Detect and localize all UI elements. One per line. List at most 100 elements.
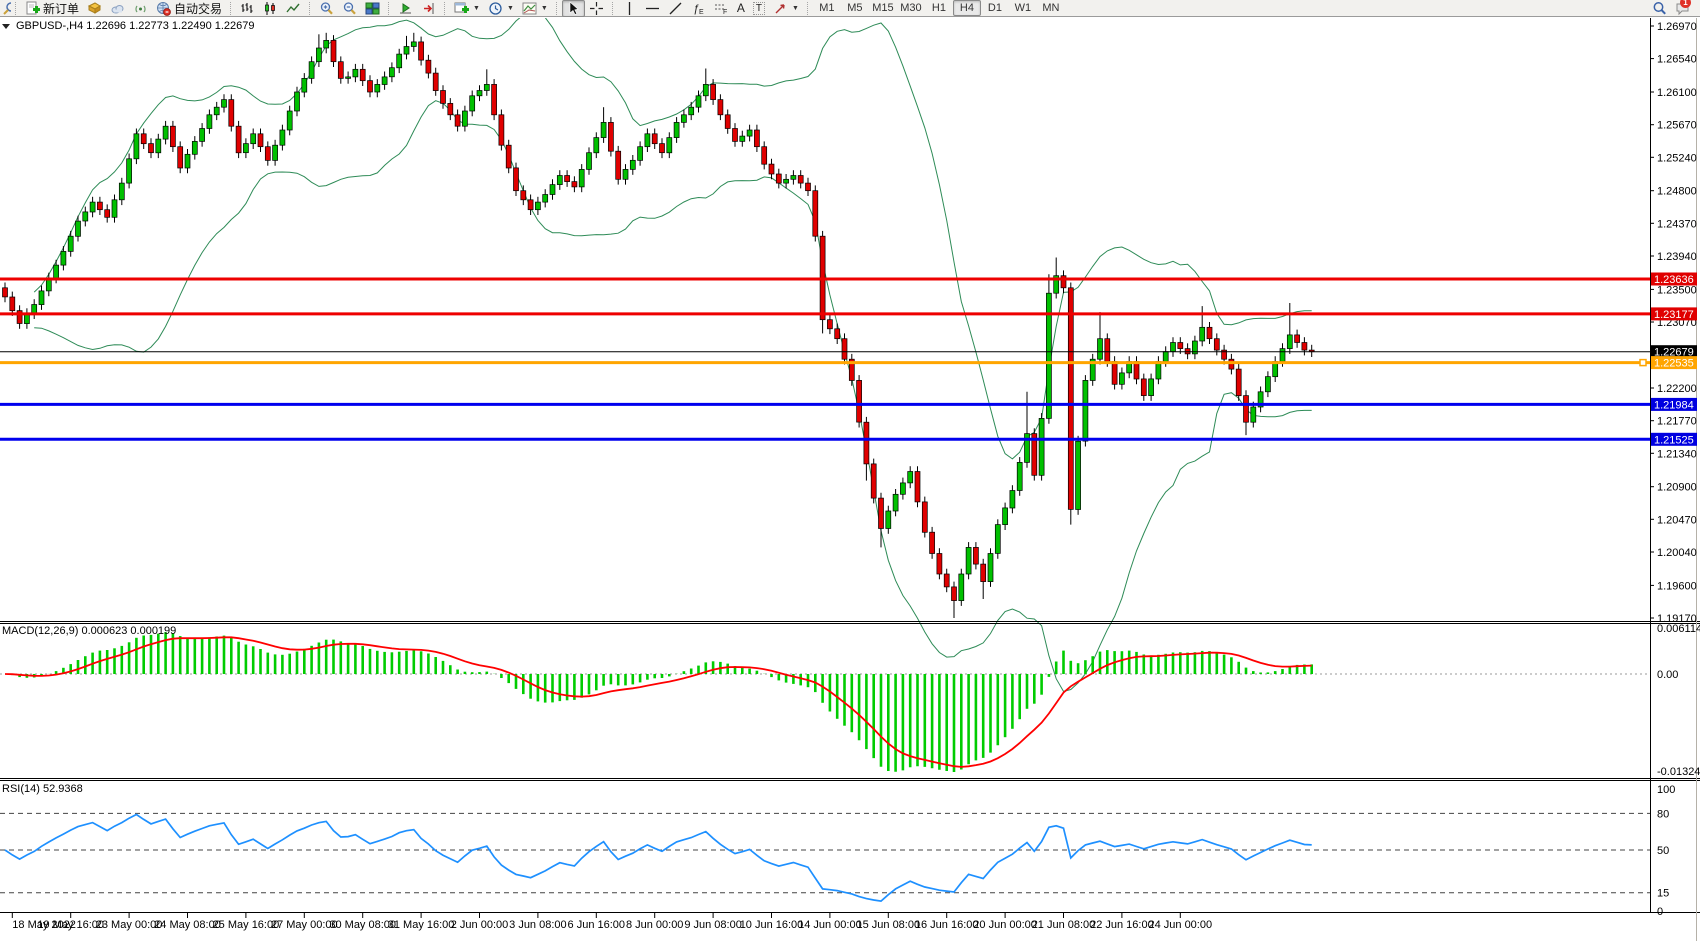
timeframe-button-M5[interactable]: M5	[847, 2, 863, 14]
candle-up	[126, 158, 132, 184]
timeframe-button-H4[interactable]: H4	[952, 0, 981, 16]
candle-down	[870, 463, 877, 499]
bar-chart-button[interactable]	[236, 0, 259, 17]
cloud-button[interactable]	[106, 0, 129, 17]
candle-up	[323, 40, 330, 49]
autotrading-button[interactable]: 自动交易	[152, 0, 226, 17]
candle-down	[936, 553, 943, 575]
price-badge	[1651, 272, 1697, 286]
autotrading-label: 自动交易	[174, 1, 223, 16]
candle-up	[542, 194, 549, 203]
vertical-line-tool-button[interactable]	[618, 0, 641, 17]
candle-down	[710, 84, 716, 100]
candle-up	[286, 110, 293, 131]
candle-up	[965, 547, 972, 575]
candle-down	[951, 586, 957, 601]
time-tick-label: 20 Jun 00:00	[973, 919, 1037, 931]
candle-down	[367, 80, 373, 93]
candle-down	[440, 90, 446, 104]
candle-up	[462, 110, 468, 127]
candles[interactable]	[2, 32, 1315, 618]
market-button[interactable]	[83, 0, 106, 17]
candle-down	[330, 40, 337, 63]
zoom-in-icon	[320, 1, 333, 15]
candle-up	[600, 122, 607, 138]
candle-up	[345, 76, 351, 79]
timeframe-button-W1[interactable]: W1	[1014, 2, 1032, 14]
zoom-in-button[interactable]	[315, 0, 338, 17]
zoom-out-button[interactable]	[338, 0, 361, 17]
price-badge-label: 1.21525	[1654, 434, 1694, 446]
tile-windows-icon	[365, 2, 380, 14]
candle-up	[593, 137, 600, 154]
partial-search-icon[interactable]	[2, 1, 11, 16]
candle-up	[352, 68, 359, 78]
candle-down	[732, 128, 738, 142]
price-tick-label: 1.25670	[1657, 120, 1697, 132]
cursor-tool-button[interactable]	[561, 0, 585, 17]
line-drag-handle[interactable]	[1639, 358, 1647, 367]
candle-down	[235, 125, 242, 154]
chart-canvas[interactable]: 1.26970 1.26540 1.26100 1.25670 1.25240 1.248…	[0, 10, 1700, 941]
candle-up	[1075, 440, 1081, 510]
candle-up	[1097, 338, 1103, 360]
candle-up	[1155, 361, 1162, 380]
candle-down	[257, 133, 264, 148]
horizontal-line-tool-button[interactable]	[641, 0, 664, 17]
signal-button[interactable]	[129, 0, 152, 17]
chart-shift-icon	[424, 2, 434, 14]
new-order-button[interactable]: 新订单	[21, 0, 83, 17]
text-label-tool-button[interactable]: T	[749, 0, 769, 17]
chart-shift-button[interactable]	[417, 0, 440, 17]
chat-button[interactable]: 1	[1675, 0, 1691, 16]
price-axis: 1.26970 1.26540 1.26100 1.25670 1.25240 1.248…	[1650, 21, 1700, 918]
templates-button[interactable]: ▼	[518, 0, 552, 17]
candle-up	[1170, 342, 1176, 352]
candle-up	[279, 129, 286, 146]
timeframe-switcher: M1 M5 M15 M30 H1 H4 D1 W1 MN	[813, 0, 1065, 16]
text-tool-button[interactable]: A	[733, 0, 749, 17]
new-chart-button[interactable]: ▼	[450, 0, 484, 17]
line-chart-button[interactable]	[282, 0, 305, 17]
candle-down	[754, 129, 760, 148]
svg-text:E: E	[699, 9, 704, 16]
tile-windows-button[interactable]	[361, 0, 384, 17]
timeframe-button-M15[interactable]: M15	[872, 2, 894, 14]
zoom-out-icon	[343, 1, 356, 15]
candle-up	[556, 175, 563, 185]
candle-up	[389, 67, 395, 78]
time-tick-label: 10 Jun 16:00	[740, 919, 804, 931]
candle-up	[67, 235, 74, 252]
timeframe-button-M1[interactable]: M1	[819, 2, 835, 14]
search-icon[interactable]	[1652, 1, 1667, 16]
timeframe-button-MN[interactable]: MN	[1042, 2, 1060, 14]
time-tick-label: 25 May 16:00	[213, 919, 280, 931]
candle-up	[469, 95, 476, 112]
candlestick-chart-button[interactable]	[259, 0, 282, 17]
candle-up	[60, 251, 67, 266]
trendline-tool-button[interactable]	[664, 0, 687, 17]
candle-up	[374, 84, 381, 93]
timeframe-button-D1[interactable]: D1	[987, 2, 1002, 14]
autoscroll-button[interactable]	[394, 0, 417, 17]
separator	[309, 1, 311, 15]
periods-button[interactable]: ▼	[484, 0, 518, 17]
candle-down	[513, 167, 519, 192]
time-tick-label: 15 Jun 08:00	[856, 919, 920, 931]
crosshair-tool-button[interactable]	[585, 0, 608, 17]
candle-down	[768, 163, 775, 175]
fibo-expansion-tool-button[interactable]: F	[710, 0, 733, 17]
timeframe-button-H1[interactable]: H1	[931, 2, 946, 14]
candle-up	[133, 133, 140, 160]
candle-down	[9, 296, 16, 312]
arrows-tool-button[interactable]: ▼	[769, 0, 803, 17]
candle-down	[447, 103, 454, 116]
candle-down	[717, 99, 724, 116]
price-badge	[1651, 356, 1697, 370]
candle-up	[578, 169, 585, 188]
candle-up	[184, 153, 191, 169]
candle-up	[1257, 391, 1264, 408]
candle-down	[177, 146, 184, 169]
timeframe-button-M30[interactable]: M30	[900, 2, 922, 14]
